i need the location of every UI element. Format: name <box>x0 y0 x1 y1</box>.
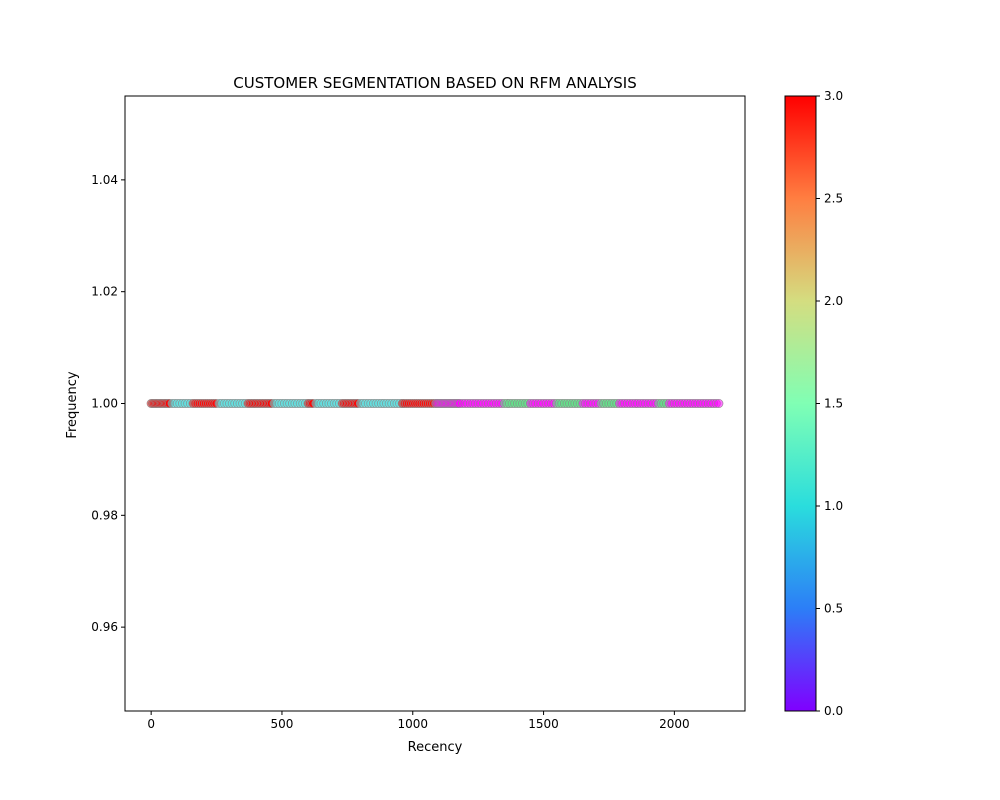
data-point <box>714 398 724 408</box>
colorbar-ticks: 0.0 0.5 1.0 1.5 2.0 2.5 3.0 <box>816 89 843 718</box>
colorbar-tick-label: 0.5 <box>824 602 843 616</box>
colorbar: 0.0 0.5 1.0 1.5 2.0 2.5 3.0 <box>784 89 843 718</box>
y-axis-ticks: 0.96 0.98 1.00 1.02 1.04 <box>91 173 125 634</box>
colorbar-tick-label: 2.0 <box>824 294 843 308</box>
x-tick-label: 2000 <box>659 717 690 731</box>
x-tick-label: 0 <box>147 717 155 731</box>
x-tick-label: 1500 <box>528 717 559 731</box>
colorbar-tick-label: 2.5 <box>824 192 843 206</box>
colorbar-tick-label: 1.5 <box>824 397 843 411</box>
scatter-points <box>146 398 724 408</box>
colorbar-tick-label: 1.0 <box>824 499 843 513</box>
x-axis-ticks: 0 500 1000 1500 2000 <box>147 711 690 731</box>
x-axis-label: Recency <box>408 740 463 755</box>
y-tick-label: 1.04 <box>91 173 118 187</box>
y-axis-label: Frequency <box>65 371 80 438</box>
chart-title: CUSTOMER SEGMENTATION BASED ON RFM ANALY… <box>233 74 636 92</box>
y-tick-label: 0.96 <box>91 620 118 634</box>
colorbar-tick-label: 0.0 <box>824 704 843 718</box>
y-tick-label: 1.00 <box>91 397 118 411</box>
x-tick-label: 1000 <box>397 717 428 731</box>
y-tick-label: 0.98 <box>91 508 118 522</box>
plot-area <box>124 95 746 712</box>
colorbar-tick-label: 3.0 <box>824 89 843 103</box>
colorbar-gradient <box>784 95 817 712</box>
x-tick-label: 500 <box>271 717 294 731</box>
y-tick-label: 1.02 <box>91 285 118 299</box>
